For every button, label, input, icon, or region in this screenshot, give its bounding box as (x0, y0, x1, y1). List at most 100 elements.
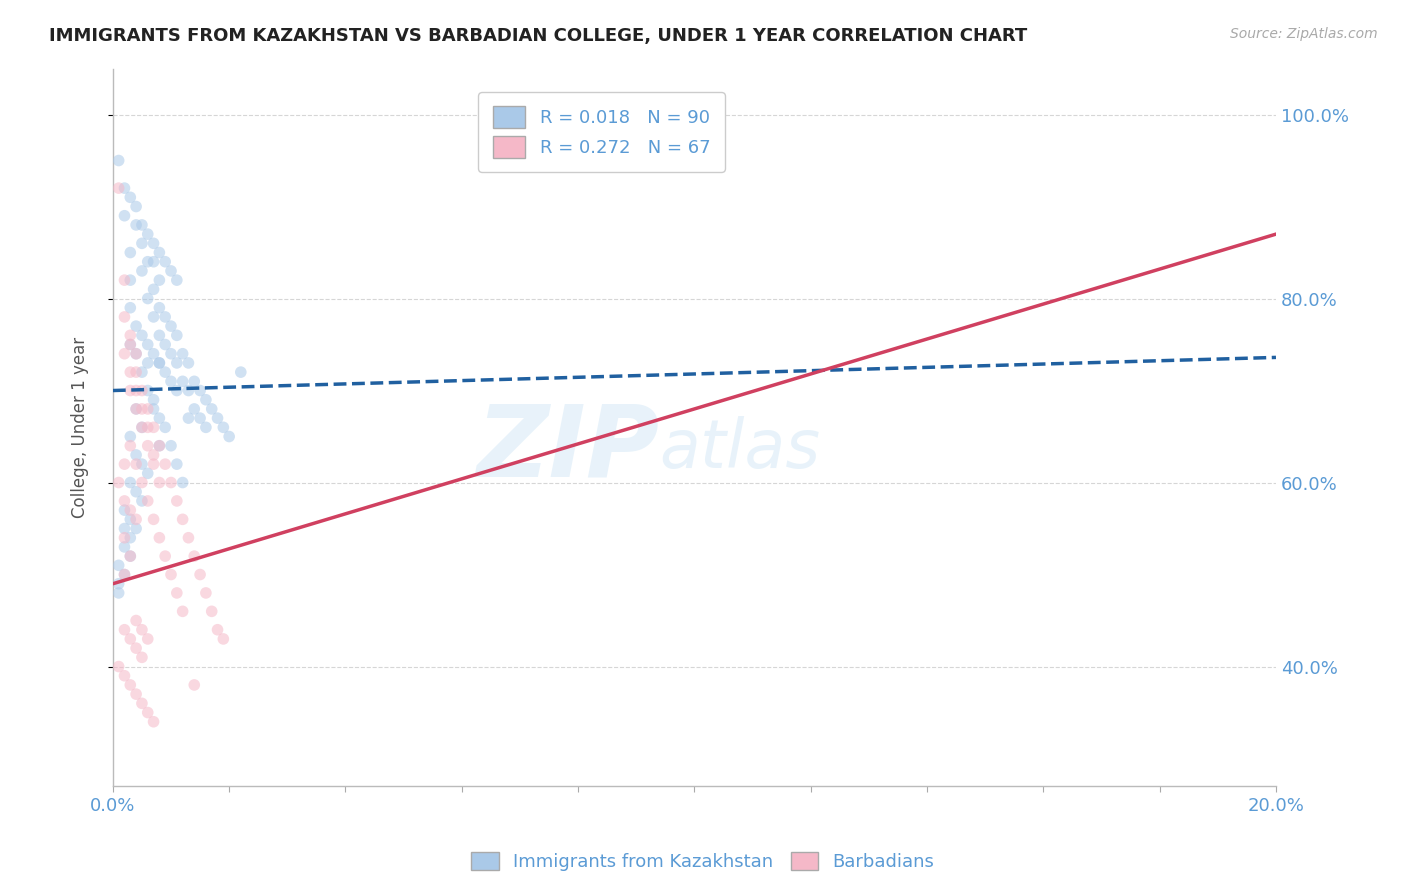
Point (160, 439, 183, 453)
Point (125, 365, 148, 379)
Point (136, 337, 159, 351)
Point (212, 420, 235, 434)
Point (142, 714, 165, 729)
Point (183, 401, 205, 416)
Point (120, 549, 142, 563)
Point (142, 254, 165, 268)
Text: ZIP: ZIP (477, 401, 659, 498)
Point (166, 384, 188, 398)
Point (131, 218, 153, 232)
Legend: Immigrants from Kazakhstan, Barbadians: Immigrants from Kazakhstan, Barbadians (464, 845, 942, 879)
Point (114, 209, 136, 223)
Point (107, 576, 129, 591)
Point (177, 531, 200, 545)
Point (114, 494, 136, 508)
Point (107, 659, 129, 673)
Point (194, 392, 217, 407)
Point (142, 512, 165, 526)
Point (125, 457, 148, 471)
Point (148, 245, 170, 260)
Y-axis label: College, Under 1 year: College, Under 1 year (72, 337, 89, 518)
Point (120, 301, 142, 315)
Point (153, 549, 176, 563)
Point (136, 254, 159, 268)
Point (114, 181, 136, 195)
Point (125, 448, 148, 462)
Point (148, 411, 170, 425)
Point (120, 531, 142, 545)
Point (120, 384, 142, 398)
Point (120, 328, 142, 343)
Point (131, 420, 153, 434)
Point (172, 512, 194, 526)
Point (120, 365, 142, 379)
Point (160, 567, 183, 582)
Point (160, 264, 183, 278)
Point (107, 586, 129, 600)
Point (131, 420, 153, 434)
Point (125, 641, 148, 656)
Point (148, 356, 170, 370)
Point (114, 310, 136, 324)
Point (136, 439, 159, 453)
Point (131, 401, 153, 416)
Point (136, 706, 159, 720)
Point (153, 457, 176, 471)
Point (142, 392, 165, 407)
Point (120, 475, 142, 490)
Point (183, 375, 205, 389)
Point (131, 264, 153, 278)
Point (125, 687, 148, 701)
Legend: R = 0.018   N = 90, R = 0.272   N = 67: R = 0.018 N = 90, R = 0.272 N = 67 (478, 92, 724, 172)
Point (114, 522, 136, 536)
Point (183, 678, 205, 692)
Point (136, 384, 159, 398)
Point (166, 457, 188, 471)
Point (153, 420, 176, 434)
Point (107, 558, 129, 573)
Point (160, 475, 183, 490)
Point (120, 429, 142, 443)
Point (125, 522, 148, 536)
Point (136, 420, 159, 434)
Point (125, 218, 148, 232)
Point (125, 614, 148, 628)
Point (131, 696, 153, 710)
Point (212, 632, 235, 646)
Point (188, 384, 211, 398)
Point (114, 669, 136, 683)
Point (131, 457, 153, 471)
Point (125, 200, 148, 214)
Point (114, 567, 136, 582)
Point (188, 567, 211, 582)
Point (183, 549, 205, 563)
Point (131, 384, 153, 398)
Point (131, 623, 153, 637)
Point (136, 292, 159, 306)
Point (142, 347, 165, 361)
Text: atlas: atlas (659, 416, 821, 482)
Point (107, 181, 129, 195)
Point (114, 347, 136, 361)
Point (172, 347, 194, 361)
Point (125, 512, 148, 526)
Point (201, 401, 224, 416)
Point (120, 190, 142, 204)
Point (120, 549, 142, 563)
Point (148, 328, 170, 343)
Point (120, 337, 142, 351)
Point (107, 153, 129, 168)
Point (120, 337, 142, 351)
Point (136, 356, 159, 370)
Point (148, 439, 170, 453)
Point (166, 273, 188, 287)
Point (160, 319, 183, 334)
Point (114, 457, 136, 471)
Point (172, 375, 194, 389)
Point (136, 467, 159, 481)
Point (120, 245, 142, 260)
Point (177, 411, 200, 425)
Point (125, 484, 148, 499)
Point (120, 439, 142, 453)
Point (194, 420, 217, 434)
